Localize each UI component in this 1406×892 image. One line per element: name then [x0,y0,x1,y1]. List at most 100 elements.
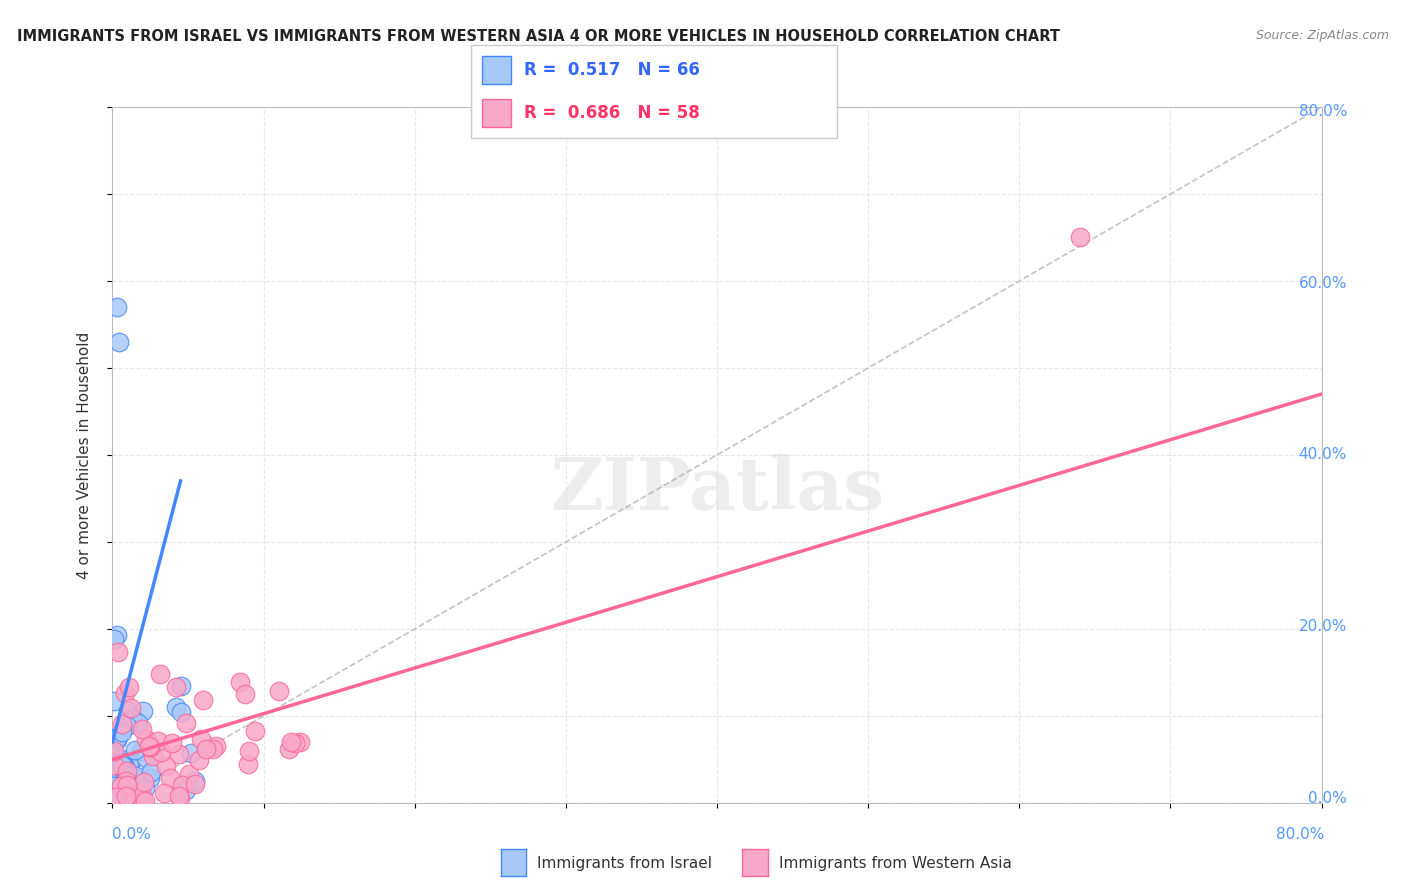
Text: 80.0%: 80.0% [1299,104,1347,119]
Point [108,780,131,795]
Point [179,767,201,781]
Point [110,783,132,797]
Point [103,632,125,646]
Point [174,716,197,731]
Point [129,786,152,800]
Point [111,724,134,739]
Y-axis label: 4 or more Vehicles in Household: 4 or more Vehicles in Household [77,331,91,579]
Point [202,741,225,756]
Point [103,731,125,746]
Point [120,700,142,714]
Point [122,794,145,808]
Point [153,786,176,800]
Point [187,753,209,767]
Point [117,718,139,732]
Point [160,736,183,750]
Point [191,693,214,707]
Point [280,735,302,749]
Point [190,732,212,747]
Point [135,750,157,764]
Point [115,782,138,797]
Point [243,724,266,739]
Point [112,764,135,778]
Point [170,705,193,719]
Point [104,793,127,807]
Point [105,766,128,780]
Text: Immigrants from Israel: Immigrants from Israel [537,856,711,871]
Point [155,759,177,773]
Point [132,774,155,789]
Point [139,740,162,755]
Point [129,744,152,758]
Point [115,778,138,792]
Point [195,741,218,756]
Text: R =  0.686   N = 58: R = 0.686 N = 58 [524,104,700,122]
Point [104,789,127,804]
Point [114,760,136,774]
Point [111,717,134,731]
Point [236,756,259,771]
Point [121,768,143,782]
Point [228,674,250,689]
Point [120,756,142,771]
Text: IMMIGRANTS FROM ISRAEL VS IMMIGRANTS FROM WESTERN ASIA 4 OR MORE VEHICLES IN HOU: IMMIGRANTS FROM ISRAEL VS IMMIGRANTS FRO… [17,29,1060,44]
Point [135,731,157,746]
Point [134,794,156,808]
Point [103,778,125,792]
Point [165,680,187,694]
Point [110,780,132,795]
FancyBboxPatch shape [482,56,512,84]
Point [114,763,136,777]
Point [141,765,163,780]
Point [117,704,139,718]
Point [114,773,136,788]
Point [170,778,193,792]
Point [110,780,132,794]
Text: 60.0%: 60.0% [1299,276,1347,291]
Point [117,772,139,787]
Point [180,746,202,760]
Point [169,789,191,804]
Point [139,739,162,754]
Text: Immigrants from Western Asia: Immigrants from Western Asia [779,856,1012,871]
Point [170,679,193,693]
Point [112,780,135,794]
Point [103,779,125,793]
Point [142,749,165,764]
Point [131,723,153,737]
Point [238,744,260,758]
Point [138,739,160,753]
Point [114,686,136,700]
Text: 40.0%: 40.0% [1299,448,1347,462]
Point [183,773,205,788]
Point [138,772,160,786]
Point [134,780,156,795]
Point [127,715,149,730]
Point [112,794,135,808]
Text: Source: ZipAtlas.com: Source: ZipAtlas.com [1256,29,1389,42]
Point [278,742,301,756]
Point [284,736,307,750]
Point [159,771,181,785]
Point [107,334,129,349]
Point [118,780,141,794]
Point [233,687,256,701]
Point [167,747,190,761]
Point [118,680,141,694]
Point [105,628,128,642]
Point [124,742,146,756]
Point [105,733,128,747]
Point [103,764,125,779]
Point [103,694,125,708]
Point [110,752,132,766]
Point [107,645,129,659]
Text: 0.0%: 0.0% [112,827,152,841]
Point [205,739,228,753]
Point [174,782,197,797]
Point [103,780,125,794]
Point [112,759,135,773]
Text: 0.0%: 0.0% [1308,791,1347,805]
Point [105,300,128,314]
Point [104,776,127,790]
Point [110,794,132,808]
